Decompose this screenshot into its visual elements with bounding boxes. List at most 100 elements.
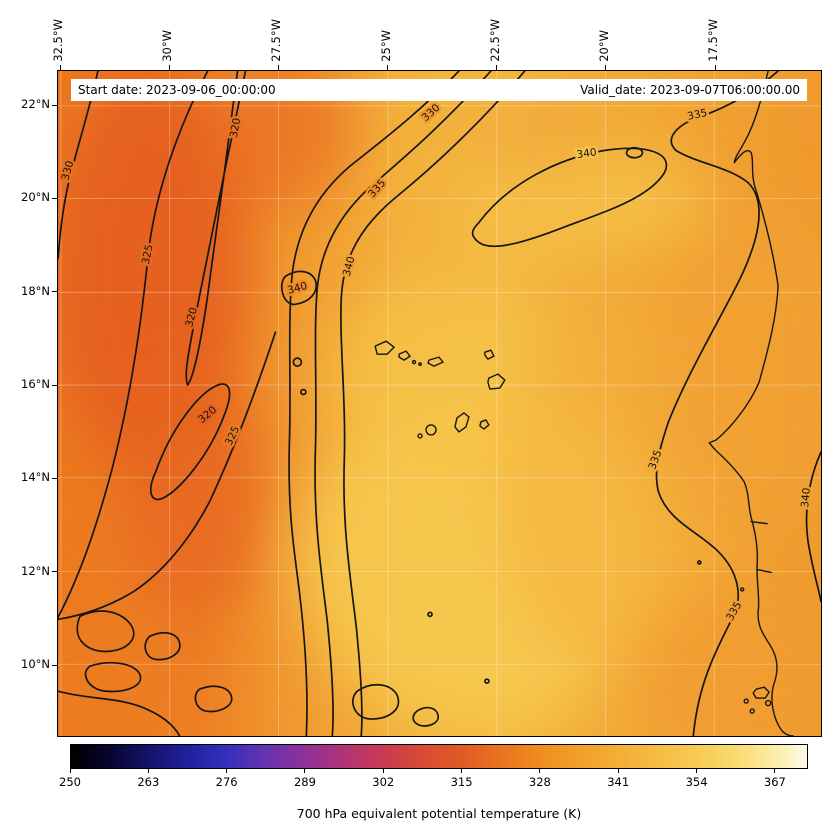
island-santiago bbox=[454, 412, 470, 433]
x-tick-mark bbox=[496, 65, 498, 70]
colorbar-tick-mark bbox=[304, 769, 306, 773]
colorbar-tick-mark bbox=[617, 769, 619, 773]
x-tick-mark bbox=[168, 65, 170, 70]
y-tick-mark bbox=[52, 384, 57, 386]
colorbar-tick-mark bbox=[69, 769, 71, 773]
contour-dot bbox=[696, 560, 702, 565]
contour-line-325-secondary bbox=[58, 331, 277, 621]
island-sao-nicolau bbox=[427, 356, 444, 367]
y-tick-label: 18°N bbox=[21, 283, 50, 298]
colorbar-tick-label: 263 bbox=[137, 775, 160, 789]
y-tick-mark bbox=[52, 291, 57, 293]
contour-line-340-pocket bbox=[281, 270, 318, 306]
contour-dot bbox=[292, 357, 303, 367]
x-tick-label: 20°W bbox=[596, 30, 611, 62]
islet bbox=[749, 708, 755, 714]
colorbar-tick-mark bbox=[226, 769, 228, 773]
x-tick-mark bbox=[714, 65, 716, 70]
x-tick-mark bbox=[277, 65, 279, 70]
contour-blob-sw-4 bbox=[194, 685, 233, 713]
contour-line-320 bbox=[185, 71, 247, 386]
temperature-map: 3303253203203203253303353403403403353353… bbox=[58, 71, 821, 736]
contour-line-sw-bottom bbox=[58, 690, 181, 736]
x-tick-mark bbox=[387, 65, 388, 70]
x-tick-label: 27.5°W bbox=[269, 19, 284, 62]
x-tick-label: 32.5°W bbox=[51, 19, 65, 62]
colorbar-tick-mark bbox=[147, 769, 149, 773]
x-tick-label: 17.5°W bbox=[706, 19, 720, 62]
colorbar-tick-mark bbox=[539, 769, 541, 773]
contour-line-325 bbox=[58, 71, 209, 619]
contour-loop-bottom-2 bbox=[412, 706, 439, 727]
x-tick-label: 30°W bbox=[160, 30, 175, 62]
map-plot-area: 330 325 320 320 320 325 330 335 340 340 340 335 335 3… bbox=[57, 70, 822, 737]
colorbar-tick-label: 354 bbox=[685, 775, 708, 789]
colorbar-tick-label: 276 bbox=[215, 775, 238, 789]
island-fogo bbox=[425, 424, 437, 436]
coastlines bbox=[374, 71, 794, 736]
y-tick-mark bbox=[52, 664, 57, 666]
y-tick-label: 10°N bbox=[21, 657, 50, 671]
x-tick-mark bbox=[605, 65, 607, 70]
colorbar-tick-label: 341 bbox=[607, 775, 630, 789]
contour-loop-small bbox=[625, 146, 644, 159]
y-tick-mark bbox=[52, 104, 57, 106]
contour-blob-sw-1 bbox=[76, 610, 135, 653]
island-sao-vicente bbox=[398, 350, 411, 361]
contour-dot bbox=[427, 611, 433, 618]
colorbar-tick-label: 367 bbox=[763, 775, 786, 789]
contour-label: 340 bbox=[576, 146, 597, 161]
contour-line-320-closed bbox=[149, 383, 231, 501]
contour-line-330-main bbox=[288, 71, 460, 736]
y-tick-mark bbox=[52, 571, 57, 573]
temperature-field bbox=[58, 71, 821, 736]
colorbar-tick-label: 315 bbox=[450, 775, 473, 789]
y-tick-label: 12°N bbox=[21, 563, 50, 578]
date-banner: Start date: 2023-09-06_00:00:00 Valid_da… bbox=[71, 79, 807, 101]
contour-line-335-east bbox=[655, 71, 779, 736]
contour-line-340-east bbox=[805, 451, 821, 603]
contour-blob-sw-2 bbox=[144, 631, 181, 661]
islet bbox=[411, 359, 417, 365]
x-tick-label: 22.5°W bbox=[487, 19, 502, 62]
y-tick-mark bbox=[52, 197, 57, 199]
colorbar-tick-mark bbox=[696, 769, 698, 773]
contour-line-335-main bbox=[314, 71, 492, 736]
grid-lines bbox=[58, 71, 821, 736]
island-boa-vista bbox=[487, 373, 506, 390]
contour-line-330 bbox=[58, 71, 99, 260]
colorbar-tick-label: 289 bbox=[293, 775, 316, 789]
islet bbox=[764, 699, 772, 707]
y-tick-label: 22°N bbox=[21, 97, 50, 111]
y-tick-mark bbox=[52, 477, 57, 479]
island-maio bbox=[479, 419, 490, 430]
field-anomalies bbox=[58, 71, 821, 736]
islet bbox=[740, 587, 745, 592]
colorbar-tick-mark bbox=[774, 769, 776, 773]
colorbar-tick-mark bbox=[461, 769, 463, 773]
river-line bbox=[750, 520, 768, 525]
contour-lines bbox=[58, 71, 821, 736]
x-tick-mark bbox=[59, 65, 61, 70]
y-tick-label: 14°N bbox=[21, 470, 50, 485]
contour-blob-sw-3 bbox=[84, 661, 142, 693]
contour-dot bbox=[484, 678, 490, 685]
island-bijagos bbox=[752, 686, 770, 699]
island-santo-antao bbox=[374, 340, 395, 355]
valid-date-label: Valid_date: 2023-09-07T06:00:00.00 bbox=[580, 83, 800, 97]
contour-dot bbox=[300, 388, 307, 396]
colorbar-tick-label: 328 bbox=[528, 775, 551, 789]
colorbar-tick-label: 302 bbox=[372, 775, 395, 789]
x-tick-label: 25°W bbox=[378, 30, 393, 62]
islet bbox=[743, 698, 749, 704]
start-date-label: Start date: 2023-09-06_00:00:00 bbox=[78, 83, 276, 97]
contour-loop-bottom-1 bbox=[352, 684, 400, 720]
y-tick-label: 20°N bbox=[21, 190, 50, 205]
river-line bbox=[756, 568, 772, 574]
islet bbox=[418, 362, 422, 367]
contour-line-340-main bbox=[340, 71, 526, 736]
colorbar bbox=[70, 744, 808, 769]
island-brava bbox=[417, 433, 423, 439]
colorbar-tick-label: 250 bbox=[59, 775, 81, 789]
